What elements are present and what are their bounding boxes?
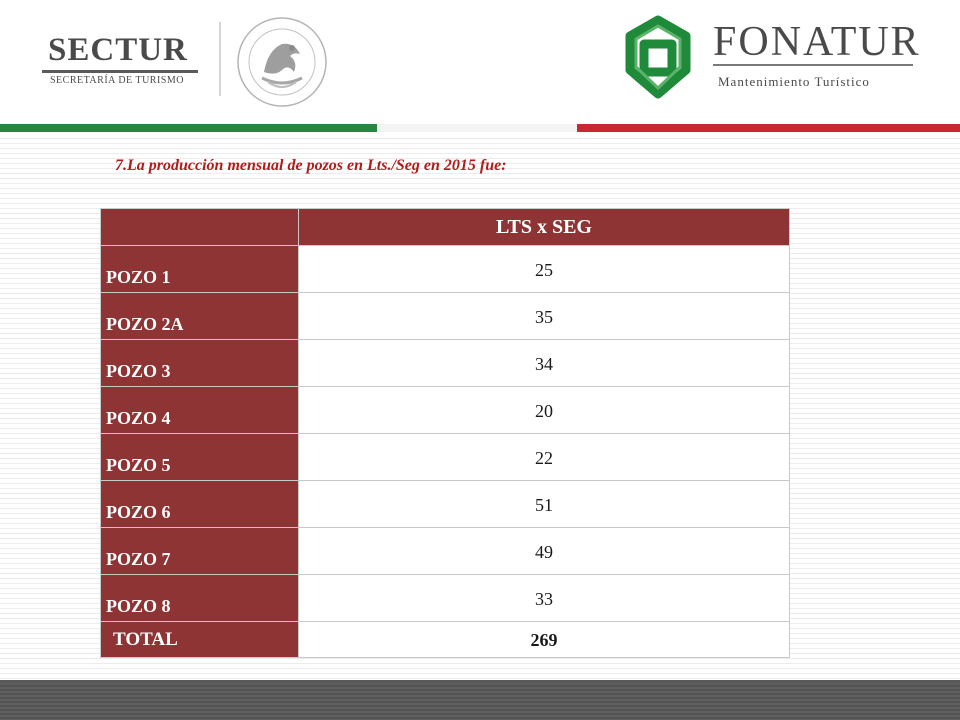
table-row: POZO 3 34 bbox=[100, 339, 790, 387]
header: SECTUR SECRETARÍA DE TURISMO FONATUR Man… bbox=[0, 0, 960, 122]
row-label: POZO 2A bbox=[100, 292, 299, 340]
production-table: LTS x SEG POZO 1 25 POZO 2A 35 POZO 3 34… bbox=[100, 208, 790, 658]
row-value: 22 bbox=[298, 433, 790, 481]
footer-texture bbox=[0, 683, 960, 720]
sectur-logo-subtitle: SECRETARÍA DE TURISMO bbox=[50, 75, 184, 86]
fonatur-logo-subtitle: Mantenimiento Turístico bbox=[718, 74, 870, 89]
table-row: POZO 5 22 bbox=[100, 433, 790, 481]
total-value: 269 bbox=[298, 621, 790, 658]
table-header-blank bbox=[100, 208, 299, 246]
logo-separator bbox=[219, 22, 221, 96]
row-label: POZO 4 bbox=[100, 386, 299, 434]
total-label: TOTAL bbox=[100, 621, 299, 658]
row-value: 25 bbox=[298, 245, 790, 293]
table-row: POZO 4 20 bbox=[100, 386, 790, 434]
row-label: POZO 7 bbox=[100, 527, 299, 575]
row-label: POZO 5 bbox=[100, 433, 299, 481]
fonatur-logo-title: FONATUR bbox=[713, 19, 921, 65]
row-value: 33 bbox=[298, 574, 790, 622]
fonatur-logo-rule bbox=[713, 64, 913, 66]
flag-stripe-white bbox=[377, 124, 577, 132]
row-label: POZO 8 bbox=[100, 574, 299, 622]
footer-bar bbox=[0, 680, 960, 720]
question-text: 7.La producción mensual de pozos en Lts.… bbox=[115, 157, 507, 174]
fonatur-knot-logo-icon bbox=[625, 15, 691, 99]
row-label: POZO 1 bbox=[100, 245, 299, 293]
table-row: POZO 8 33 bbox=[100, 574, 790, 622]
flag-stripe-green bbox=[0, 124, 377, 132]
mexican-eagle-seal-icon bbox=[237, 17, 327, 107]
table-column-header: LTS x SEG bbox=[298, 208, 790, 246]
row-value: 51 bbox=[298, 480, 790, 528]
sectur-logo-title: SECTUR bbox=[48, 32, 188, 68]
row-value: 35 bbox=[298, 292, 790, 340]
row-value: 49 bbox=[298, 527, 790, 575]
table-row: POZO 7 49 bbox=[100, 527, 790, 575]
row-value: 20 bbox=[298, 386, 790, 434]
row-label: POZO 6 bbox=[100, 480, 299, 528]
table-header-row: LTS x SEG bbox=[100, 208, 790, 246]
table-row: POZO 6 51 bbox=[100, 480, 790, 528]
flag-stripe-red bbox=[577, 124, 960, 132]
table-row: POZO 2A 35 bbox=[100, 292, 790, 340]
table-row: POZO 1 25 bbox=[100, 245, 790, 293]
row-value: 34 bbox=[298, 339, 790, 387]
sectur-logo: SECTUR SECRETARÍA DE TURISMO bbox=[40, 32, 200, 92]
table-total-row: TOTAL 269 bbox=[100, 621, 790, 658]
sectur-logo-rule bbox=[42, 70, 198, 73]
row-label: POZO 3 bbox=[100, 339, 299, 387]
